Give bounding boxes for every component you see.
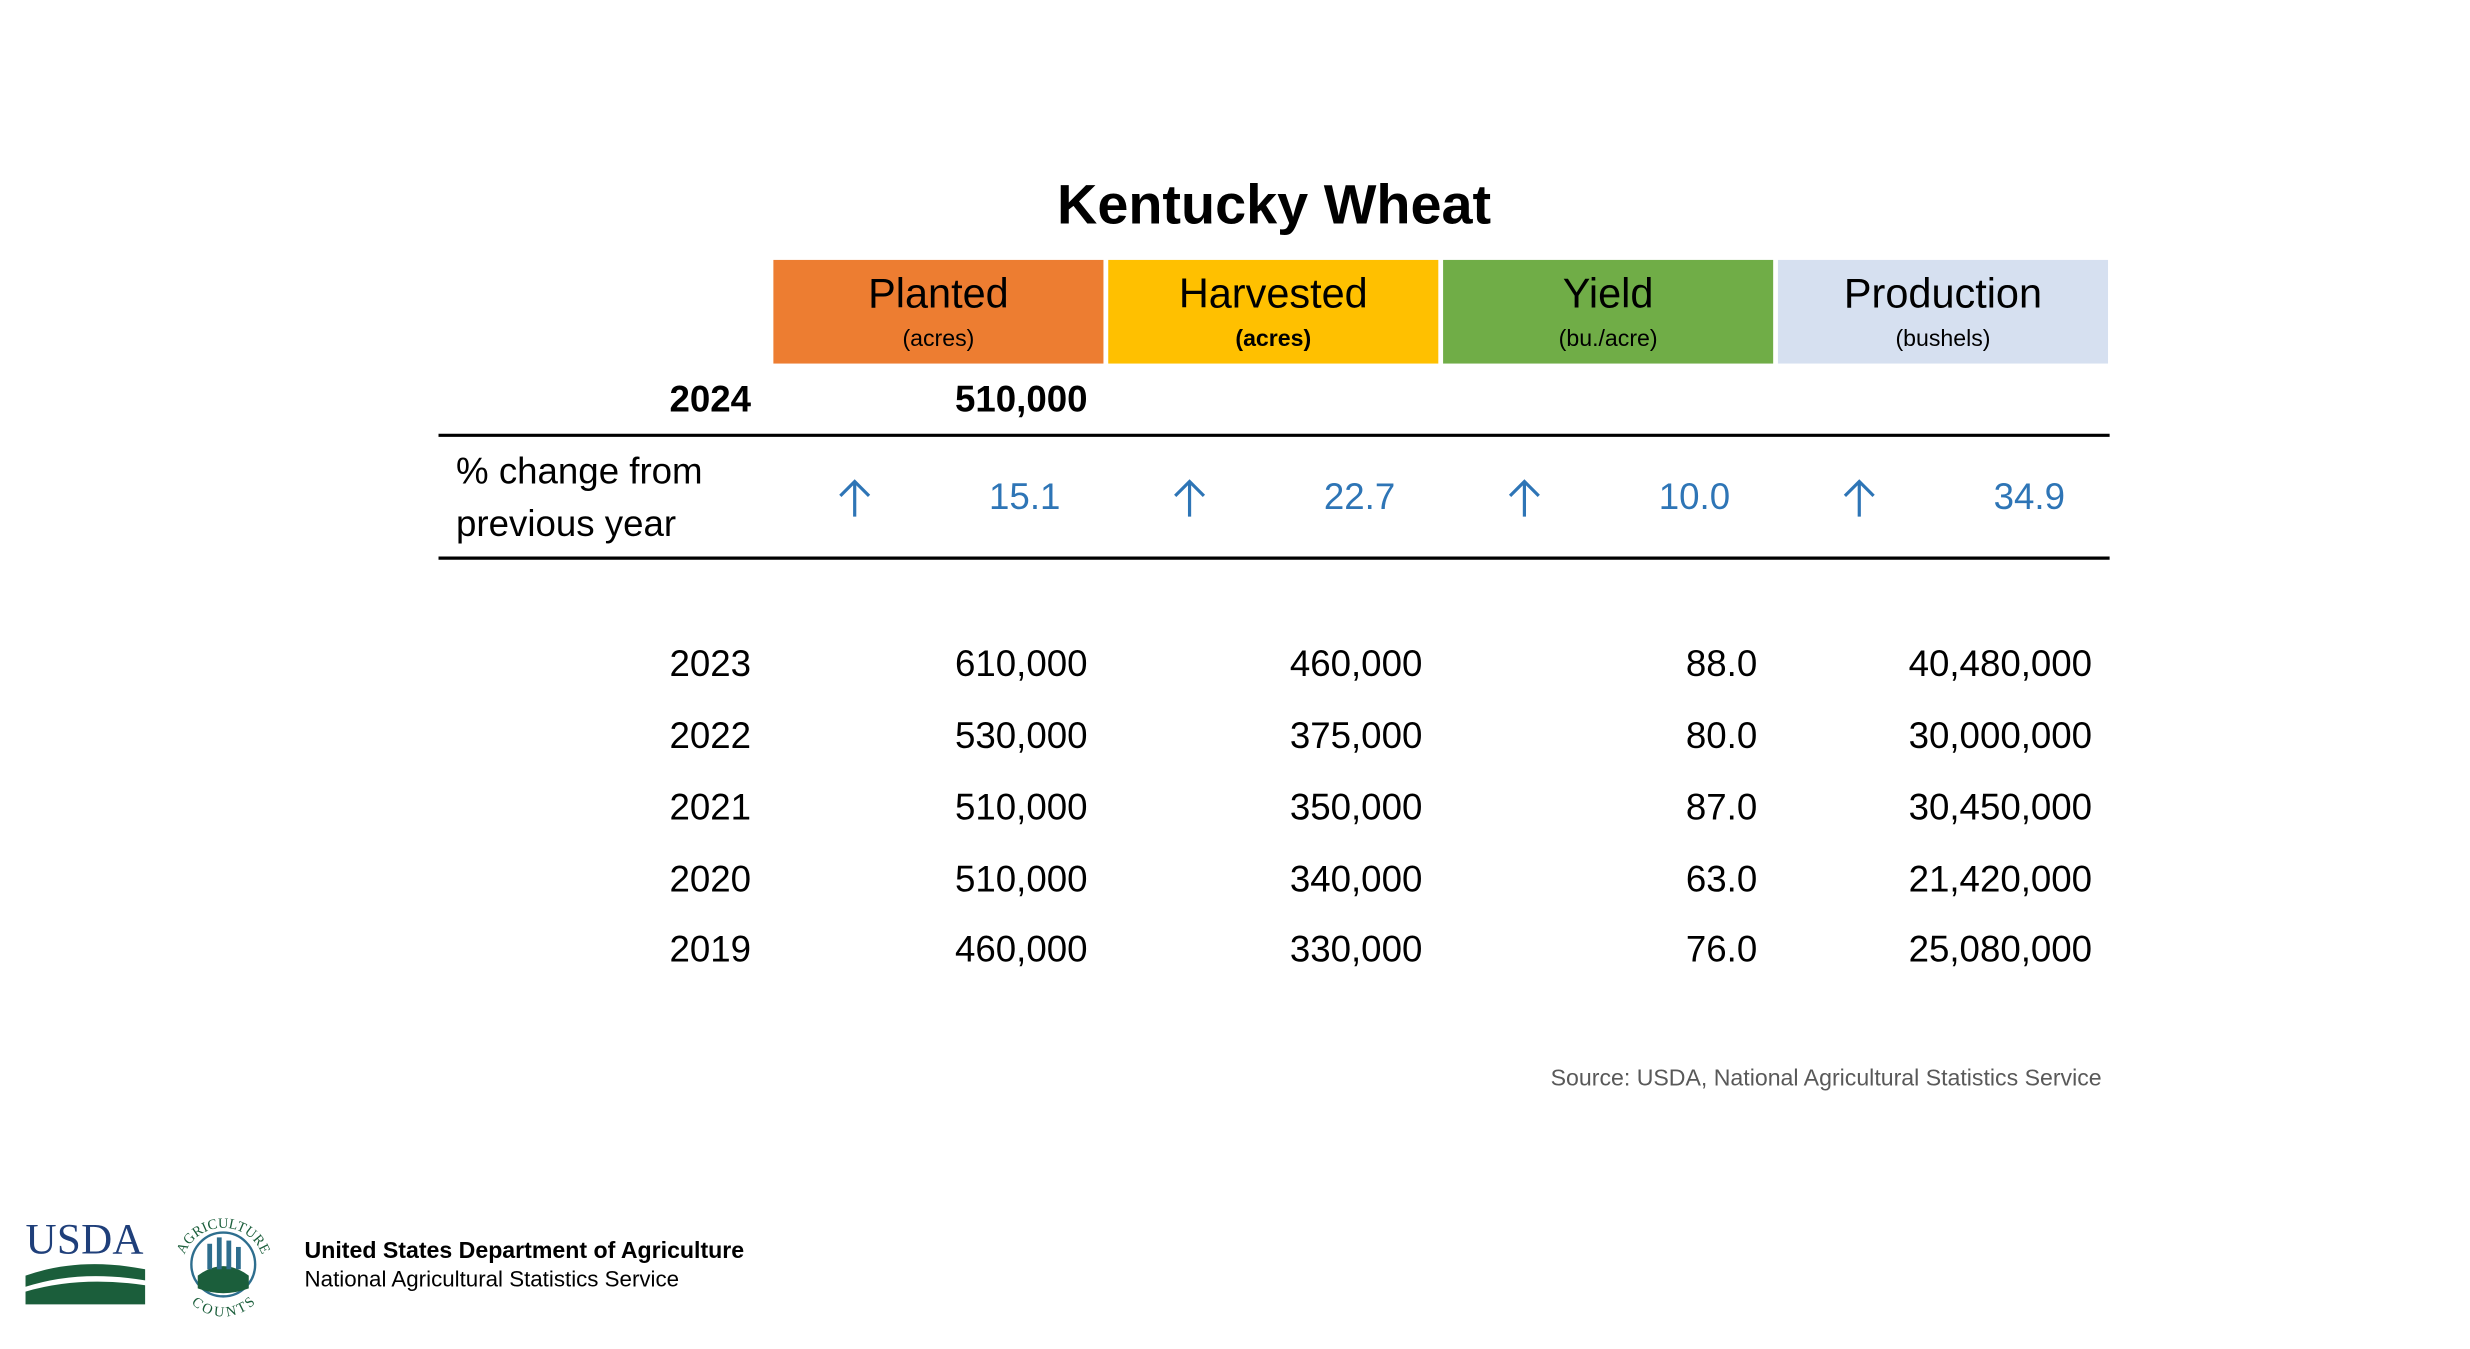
change-value: 22.7	[1324, 476, 1395, 517]
seal-bar	[236, 1246, 241, 1270]
row-value: 340,000	[1290, 858, 1423, 899]
title: Kentucky Wheat	[1057, 173, 1491, 236]
header-unit: (acres)	[1235, 325, 1311, 351]
agency: United States Department of Agriculture	[305, 1237, 745, 1263]
row-value: 330,000	[1290, 929, 1423, 970]
row-year: 2022	[670, 715, 752, 756]
row-value: 25,080,000	[1909, 929, 2092, 970]
row-value: 63.0	[1686, 858, 1757, 899]
row-value: 350,000	[1290, 787, 1423, 828]
header-unit: (acres)	[902, 325, 974, 351]
row-year: 2020	[670, 858, 752, 899]
row-value: 460,000	[1290, 643, 1423, 684]
row-value: 30,000,000	[1909, 715, 2092, 756]
seal-field	[197, 1266, 249, 1294]
row-value: 21,420,000	[1909, 858, 2092, 899]
service: National Agricultural Statistics Service	[305, 1266, 680, 1291]
logo-swoosh	[25, 1264, 146, 1287]
change-value: 34.9	[1994, 476, 2065, 517]
up-arrow	[1508, 479, 1540, 517]
header-name: Yield	[1563, 270, 1654, 317]
row-year: 2023	[670, 643, 752, 684]
row-value: 76.0	[1686, 929, 1757, 970]
row-value: 375,000	[1290, 715, 1423, 756]
header-cell	[1443, 259, 1774, 364]
header-cell	[1777, 259, 2109, 364]
row-value: 30,450,000	[1909, 787, 2092, 828]
usda-logo: USDA	[26, 1217, 144, 1264]
row-year: 2019	[670, 929, 752, 970]
current-year: 2024	[670, 379, 752, 420]
header-cell	[773, 259, 1104, 364]
up-arrow	[1843, 479, 1875, 517]
header-unit: (bu./acre)	[1559, 325, 1658, 351]
seal-bar	[216, 1237, 222, 1270]
row-value: 460,000	[955, 929, 1088, 970]
header-cell	[1108, 259, 1439, 364]
change-value: 10.0	[1659, 476, 1730, 517]
up-arrow	[1174, 479, 1206, 517]
up-arrow	[839, 479, 871, 517]
row-value: 88.0	[1686, 643, 1757, 684]
row-value: 610,000	[955, 643, 1088, 684]
source: Source: USDA, National Agricultural Stat…	[1551, 1065, 2102, 1091]
change-value: 15.1	[989, 476, 1060, 517]
row-value: 510,000	[955, 787, 1088, 828]
row-value: 87.0	[1686, 787, 1757, 828]
header-name: Planted	[868, 270, 1009, 317]
row-value: 530,000	[955, 715, 1088, 756]
seal-bar	[207, 1243, 213, 1270]
row-value: 80.0	[1686, 715, 1757, 756]
logo-swoosh	[25, 1281, 146, 1305]
row-value: 40,480,000	[1909, 643, 2092, 684]
header-unit: (bushels)	[1895, 325, 1990, 351]
header-name: Harvested	[1179, 270, 1368, 317]
change-label: previous year	[456, 503, 676, 544]
current-value: 510,000	[955, 379, 1088, 420]
seal-bar	[226, 1240, 232, 1270]
change-label: % change from	[456, 450, 703, 491]
row-year: 2021	[670, 787, 752, 828]
row-value: 510,000	[955, 858, 1088, 899]
header-name: Production	[1844, 270, 2042, 317]
